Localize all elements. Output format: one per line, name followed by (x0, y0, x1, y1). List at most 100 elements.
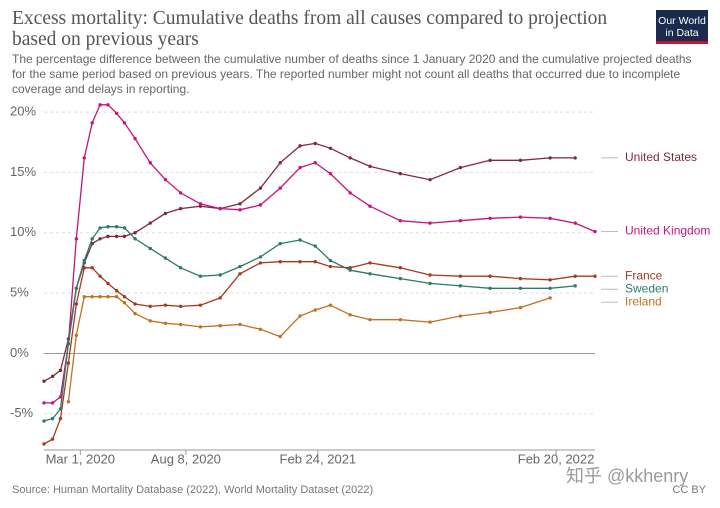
point (278, 260, 282, 264)
point (148, 304, 152, 309)
point (98, 237, 102, 241)
point (328, 303, 333, 307)
point (42, 419, 46, 423)
point (133, 237, 137, 241)
point (428, 320, 432, 324)
point (258, 327, 263, 332)
point (348, 268, 352, 272)
point (238, 322, 242, 327)
point (133, 311, 137, 316)
point (258, 186, 263, 190)
y-tick-label: 20% (10, 104, 36, 119)
point (428, 273, 432, 277)
point (298, 314, 302, 318)
point (66, 361, 71, 365)
point (368, 272, 372, 276)
logo: Our World in Data (656, 10, 708, 44)
y-tick-label: 5% (10, 285, 29, 300)
point (548, 296, 552, 300)
point (114, 234, 119, 239)
point (163, 211, 168, 216)
point (178, 266, 183, 270)
legend-label: United States (625, 150, 697, 164)
point (148, 319, 152, 323)
point (74, 302, 79, 306)
point (278, 334, 282, 339)
point (573, 274, 577, 278)
point (114, 288, 119, 293)
point (348, 313, 352, 317)
point (198, 202, 203, 206)
point (398, 266, 403, 270)
point (428, 177, 432, 182)
point (328, 171, 333, 176)
point (74, 237, 79, 241)
point (488, 158, 492, 163)
point (106, 234, 110, 239)
point (298, 165, 302, 170)
point (82, 258, 86, 263)
point (58, 407, 63, 411)
point (298, 144, 302, 148)
point (458, 218, 463, 223)
series-line (67, 296, 551, 402)
y-tick-label: -5% (10, 405, 34, 420)
point (122, 301, 127, 305)
point (198, 274, 203, 278)
point (178, 322, 183, 327)
point (548, 156, 552, 160)
point (106, 103, 110, 107)
point (122, 295, 127, 299)
point (518, 158, 523, 163)
point (218, 206, 222, 211)
point (163, 303, 168, 307)
license: CC BY (672, 484, 706, 496)
point (348, 191, 352, 195)
point (218, 323, 222, 328)
point (114, 111, 119, 115)
point (90, 295, 94, 299)
point (106, 225, 110, 229)
point (238, 272, 242, 276)
point (163, 256, 168, 260)
point (50, 374, 55, 379)
legend-label: France (625, 268, 663, 282)
point (133, 136, 137, 141)
point (278, 161, 282, 165)
point (573, 156, 577, 160)
point (313, 141, 317, 146)
point (278, 186, 282, 190)
point (66, 400, 71, 404)
point (122, 121, 127, 125)
chart-title: Excess mortality: Cumulative deaths from… (12, 8, 608, 50)
point (198, 303, 203, 307)
point (238, 208, 242, 212)
series-line (43, 226, 576, 422)
point (133, 302, 137, 306)
point (348, 156, 352, 160)
legend-label: Sweden (625, 281, 668, 295)
point (488, 216, 492, 220)
point (458, 274, 463, 278)
point (548, 216, 552, 220)
point (398, 276, 403, 281)
point (198, 325, 203, 329)
point (98, 226, 102, 230)
point (573, 221, 577, 225)
point (218, 273, 222, 277)
point (58, 368, 63, 373)
point (82, 156, 86, 160)
series-line (44, 104, 596, 404)
point (82, 266, 86, 270)
point (66, 342, 71, 346)
point (58, 416, 63, 421)
point (518, 215, 523, 219)
point (368, 164, 372, 169)
point (98, 274, 102, 278)
point (122, 226, 127, 230)
point (178, 304, 183, 309)
point (198, 204, 203, 208)
point (458, 284, 463, 288)
point (148, 246, 152, 251)
point (178, 206, 183, 211)
